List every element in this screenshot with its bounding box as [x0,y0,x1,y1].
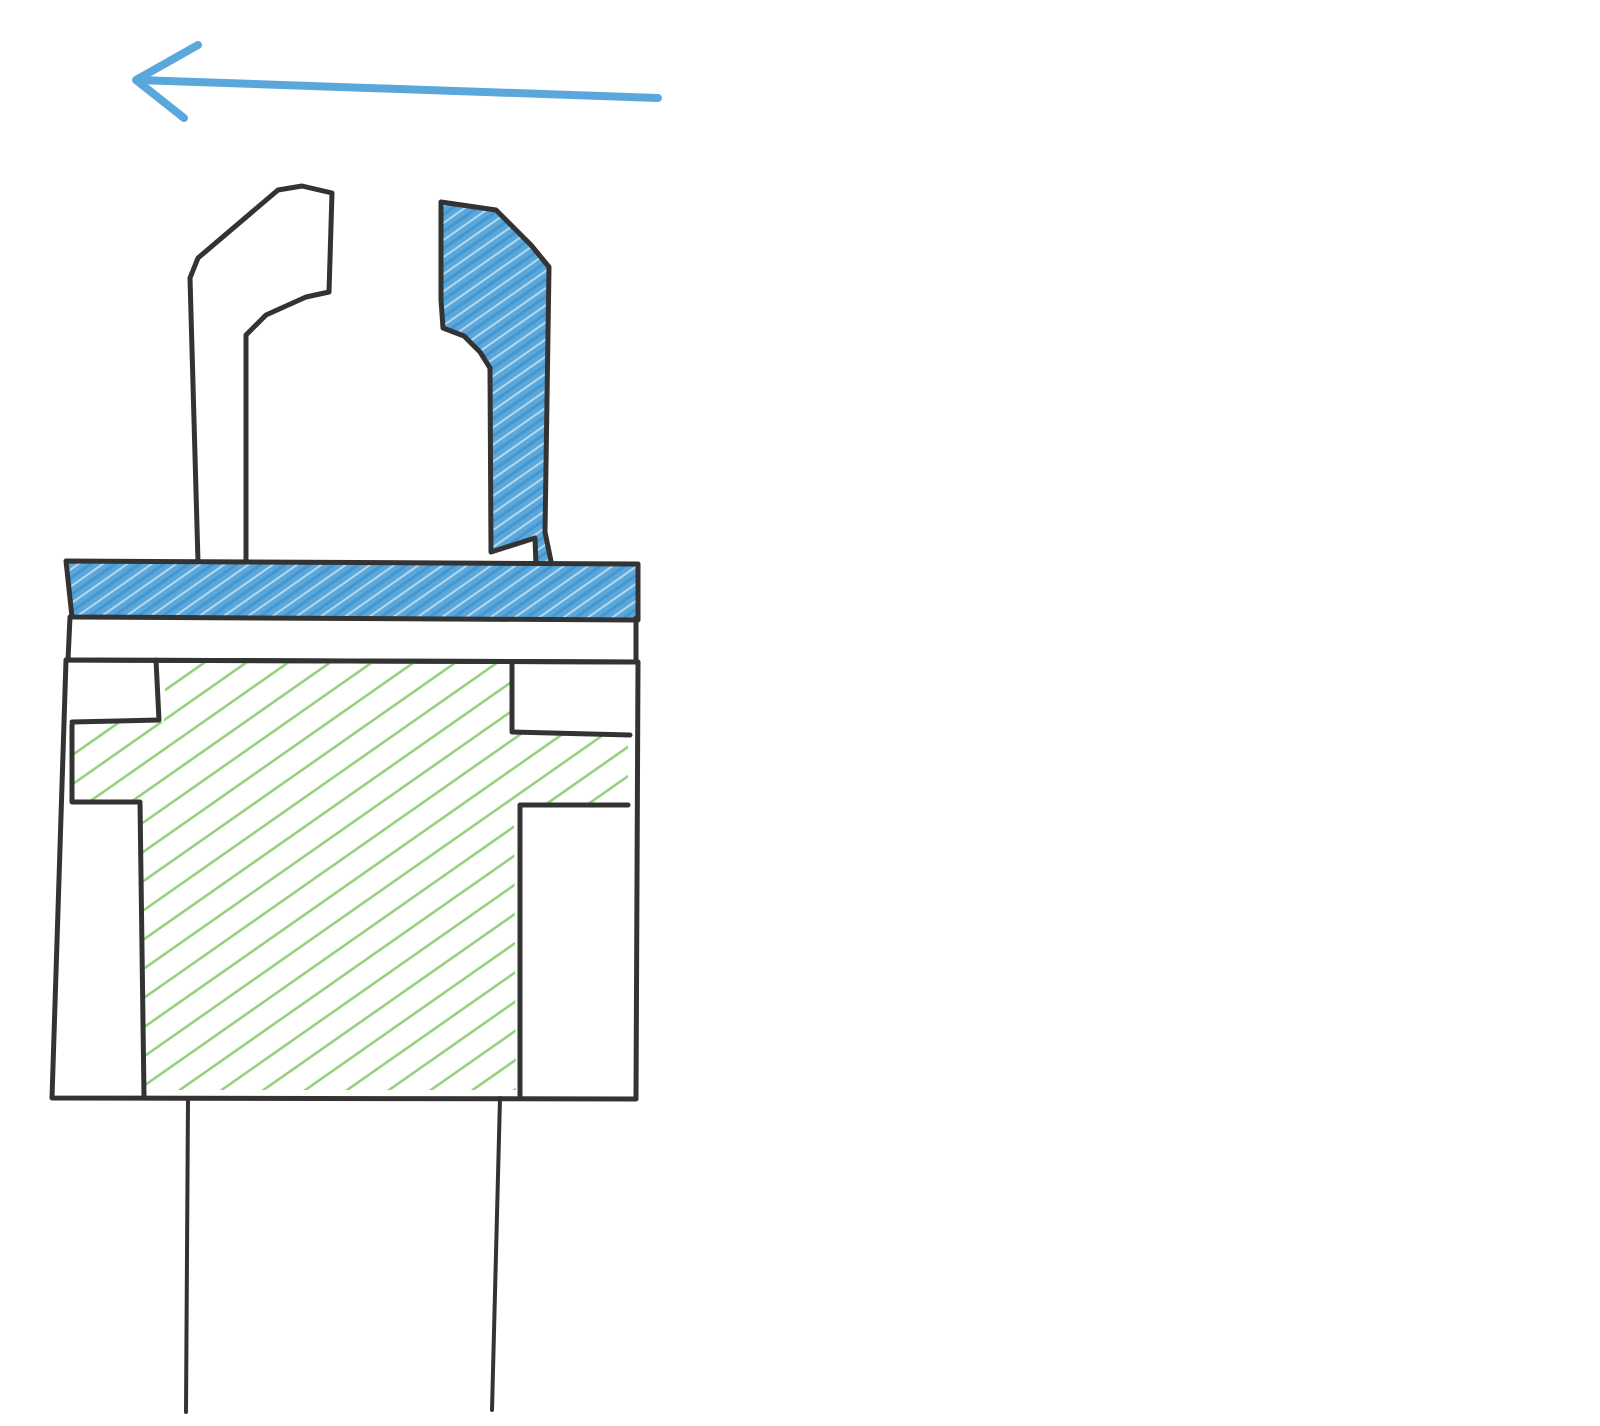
guide-strip [65,614,639,665]
slide-plate [63,558,641,623]
left-arrow-icon [132,41,662,122]
mounting-legs [184,1096,502,1414]
housing-core [72,660,628,1090]
housing-outline [49,657,641,1102]
left-jaw [187,183,335,565]
housing-left-step [69,657,162,1099]
right-jaw [438,199,555,569]
housing-right-step [509,659,633,1101]
